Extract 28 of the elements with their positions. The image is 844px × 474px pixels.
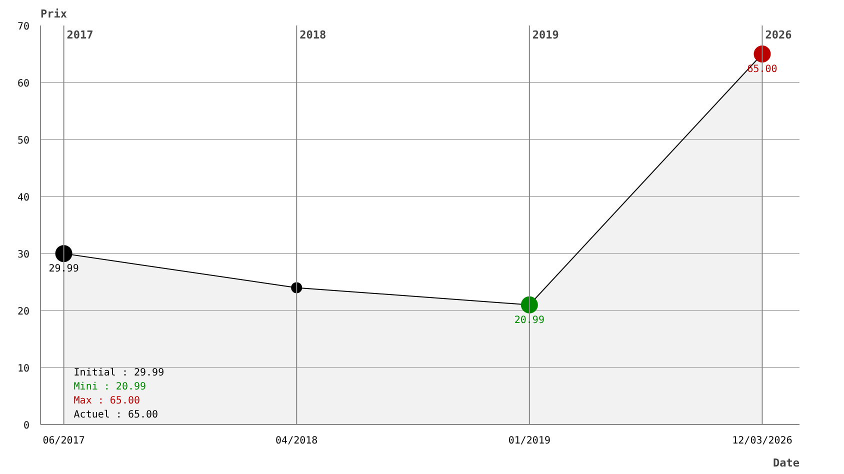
annotation: Initial : 29.99 [74, 368, 164, 378]
y-axis-title: Prix [40, 8, 68, 20]
x-tick-label: 04/2018 [276, 436, 318, 446]
ref-line-label: 2019 [532, 28, 559, 42]
y-tick-label: 30 [17, 250, 30, 260]
x-tick-label: 06/2017 [42, 436, 85, 446]
y-tick-label: 0 [23, 420, 30, 432]
y-tick-label: 10 [17, 364, 30, 374]
point [520, 296, 538, 314]
x-tick-label: 01/2019 [508, 436, 551, 446]
annotation: Mini : 20.99 [74, 382, 146, 392]
ref-line-label: 2018 [300, 28, 326, 42]
data-label: 20.99 [514, 314, 544, 326]
ref-line-label: 2017 [66, 28, 94, 42]
y-tick-label: 70 [17, 22, 30, 32]
x-tick-label: 12/03/2026 [732, 436, 792, 446]
ref-line-label: 2026 [765, 28, 792, 42]
y-tick-label: 60 [17, 78, 30, 90]
data-label: 29.99 [48, 264, 79, 275]
y-tick-label: 20 [17, 306, 30, 318]
annotation: Actuel : 65.00 [74, 410, 158, 420]
data-label: 65.00 [747, 64, 778, 75]
y-tick-label: 50 [17, 136, 30, 146]
annotation: Max : 65.00 [74, 396, 140, 406]
point [754, 46, 771, 62]
x-axis-title: Date [773, 456, 800, 470]
point [55, 245, 72, 262]
y-tick-label: 40 [17, 192, 30, 204]
